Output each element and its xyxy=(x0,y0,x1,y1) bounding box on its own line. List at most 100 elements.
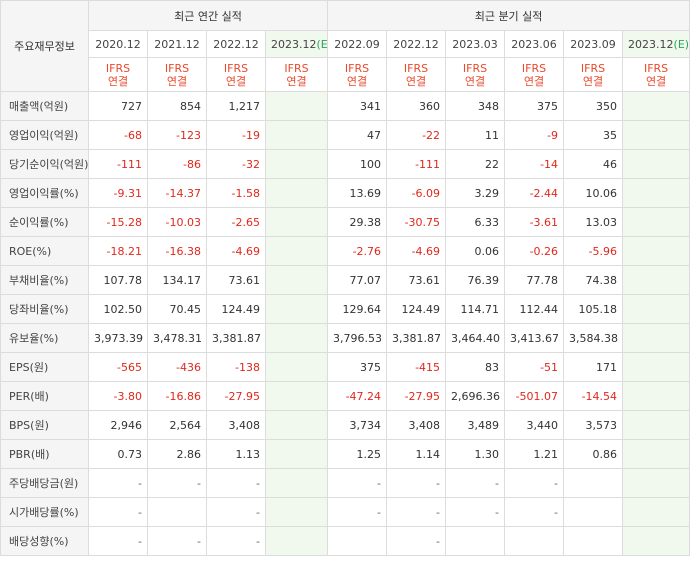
metric-value xyxy=(622,91,691,121)
annual-group-header: 최근 연간 실적 xyxy=(87,0,329,31)
standard-line1: IFRS xyxy=(284,61,309,75)
period-header: 2020.12 xyxy=(88,30,148,58)
metric-value: 22 xyxy=(445,149,506,179)
metric-value: -2.44 xyxy=(504,178,565,208)
standard-line2: 연결 xyxy=(645,74,667,88)
table-row: PBR(배) 0.73 2.86 1.13 1.25 1.14 1.30 1.21 0.86 xyxy=(0,439,691,469)
metric-value: -2.76 xyxy=(327,236,388,266)
metric-value: - xyxy=(386,497,447,527)
metric-value: 1.30 xyxy=(445,439,506,469)
metric-value xyxy=(504,526,565,556)
metric-value: - xyxy=(386,526,447,556)
metric-value: -436 xyxy=(147,352,207,382)
metric-value xyxy=(622,352,691,382)
standard-line1: IFRS xyxy=(344,61,370,75)
table-row: 부채비율(%) 107.78 134.17 73.61 77.07 73.61 76.39 7… xyxy=(0,265,691,295)
metric-value xyxy=(264,294,329,324)
metric-label: 부채비율(%) xyxy=(0,265,89,295)
metric-value: -51 xyxy=(504,352,565,382)
period-header: 2023.12(E) xyxy=(622,30,691,58)
period-label: 2023.03 xyxy=(452,37,498,51)
metric-value: - xyxy=(206,526,266,556)
metric-value xyxy=(264,497,329,527)
metric-value xyxy=(622,265,691,295)
metric-value: -111 xyxy=(386,149,447,179)
metric-value: -16.38 xyxy=(147,236,207,266)
period-label: 2023.12 xyxy=(271,37,317,51)
accounting-standard: IFRS 연결 xyxy=(563,57,624,92)
metric-value: -19 xyxy=(206,120,266,150)
metric-value: 350 xyxy=(563,91,624,121)
metric-value: - xyxy=(445,497,506,527)
metric-value xyxy=(264,352,329,382)
metric-value: 35 xyxy=(563,120,624,150)
accounting-standard: IFRS 연결 xyxy=(504,57,565,92)
metric-value: 77.07 xyxy=(327,265,388,295)
standard-line1: IFRS xyxy=(105,61,131,75)
metric-value: 76.39 xyxy=(445,265,506,295)
metric-value xyxy=(622,323,691,353)
period-label: 2021.12 xyxy=(154,37,200,51)
table-row: ROE(%) -18.21 -16.38 -4.69 -2.76 -4.69 0.06 -0.… xyxy=(0,236,691,266)
table-body: 매출액(억원) 727 854 1,217 341 360 348 375 350 영업이익(억원… xyxy=(0,91,691,556)
table-row: 영업이익(억원) -68 -123 -19 47 -22 11 -9 35 xyxy=(0,120,691,150)
metric-value: - xyxy=(147,526,207,556)
period-label: 2023.09 xyxy=(570,37,616,51)
metric-value: - xyxy=(88,468,148,498)
metric-value: -14.37 xyxy=(147,178,207,208)
metric-value: 124.49 xyxy=(386,294,447,324)
metric-value xyxy=(622,236,691,266)
standard-line2: 연결 xyxy=(346,74,368,88)
metric-value: 3,440 xyxy=(504,410,565,440)
metric-value: 129.64 xyxy=(327,294,388,324)
standard-line1: IFRS xyxy=(521,61,547,75)
metric-value: 2,564 xyxy=(147,410,207,440)
period-row: 2020.122021.122022.122023.12(E)2022.0920… xyxy=(1,30,691,58)
metric-value: 102.50 xyxy=(88,294,148,324)
metric-value: - xyxy=(327,468,388,498)
metric-value: -1.58 xyxy=(206,178,266,208)
accounting-standard: IFRS 연결 xyxy=(622,57,691,92)
metric-value: 100 xyxy=(327,149,388,179)
metric-value: - xyxy=(386,468,447,498)
metric-value: 46 xyxy=(563,149,624,179)
metric-value: -27.95 xyxy=(206,381,266,411)
metric-value: - xyxy=(206,468,266,498)
metric-value: 3,973.39 xyxy=(88,323,148,353)
metric-value: 1,217 xyxy=(206,91,266,121)
accounting-standard: IFRS 연결 xyxy=(88,57,148,92)
standard-row: IFRS 연결 IFRS 연결 IFRS 연결 IFRS 연결 IFRS 연결 IFRS 연결 IFRS… xyxy=(1,57,691,92)
metric-label: BPS(원) xyxy=(0,410,89,440)
metric-value xyxy=(147,497,207,527)
metric-label: 당기순이익(억원) xyxy=(0,149,89,179)
metric-label: EPS(원) xyxy=(0,352,89,382)
metric-value: - xyxy=(88,497,148,527)
standard-line2: 연결 xyxy=(286,74,307,88)
metric-value xyxy=(264,381,329,411)
metric-value: -15.28 xyxy=(88,207,148,237)
standard-line1: IFRS xyxy=(643,61,669,75)
standard-line1: IFRS xyxy=(403,61,429,75)
metric-value: 0.73 xyxy=(88,439,148,469)
metric-value xyxy=(264,207,329,237)
metric-value xyxy=(622,381,691,411)
metric-value: 70.45 xyxy=(147,294,207,324)
metric-value: 2,946 xyxy=(88,410,148,440)
metric-value: 77.78 xyxy=(504,265,565,295)
metric-value: -86 xyxy=(147,149,207,179)
standard-line2: 연결 xyxy=(107,74,129,88)
metric-value: 0.06 xyxy=(445,236,506,266)
table-row: BPS(원) 2,946 2,564 3,408 3,734 3,408 3,489 3,44… xyxy=(0,410,691,440)
period-header: 2023.09 xyxy=(563,30,624,58)
table-row: 당기순이익(억원) -111 -86 -32 100 -111 22 -14 46 xyxy=(0,149,691,179)
metric-label: 시가배당률(%) xyxy=(0,497,89,527)
metric-value: 3,734 xyxy=(327,410,388,440)
metric-value xyxy=(264,236,329,266)
metric-value: 341 xyxy=(327,91,388,121)
metric-label: 주당배당금(원) xyxy=(0,468,89,498)
metric-value: 112.44 xyxy=(504,294,565,324)
metric-value: -3.61 xyxy=(504,207,565,237)
metric-value: 3,489 xyxy=(445,410,506,440)
metric-value xyxy=(264,91,329,121)
